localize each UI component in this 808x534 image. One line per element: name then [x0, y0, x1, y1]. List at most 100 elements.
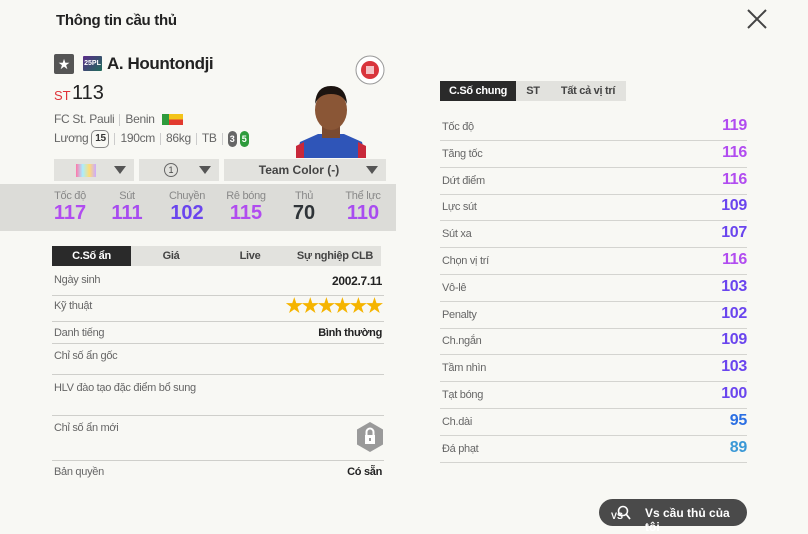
star-icon: ★	[349, 296, 367, 317]
stat-row: Ch.dài 95	[440, 409, 747, 436]
stat-row: Sút xa 107	[440, 221, 747, 249]
star-icon: ★	[301, 296, 319, 317]
chevron-down-icon	[114, 166, 126, 174]
stat-label: Vô-lê	[442, 281, 467, 294]
tab-club-career[interactable]: Sự nghiệp CLB	[289, 246, 381, 266]
stat-tabs: C.Số chung ST Tất cả vị trí	[440, 81, 626, 101]
stat-label: Ch.ngắn	[442, 335, 482, 348]
stat-value: 116	[722, 170, 747, 188]
license-row: Bản quyền Có sẵn	[52, 466, 384, 486]
stat-label: Lực sút	[442, 201, 477, 214]
hidden-info-tabs: C.Số ẩn Giá Live Sự nghiệp CLB	[52, 246, 381, 266]
nation-name: Benin	[125, 112, 155, 126]
stat-label: Tạt bóng	[442, 389, 484, 401]
team-color-dropdown[interactable]: Team Color (-)	[224, 159, 386, 181]
stat-value: 102	[721, 304, 747, 322]
coach-traits-row: HLV đào tạo đặc điểm bổ sung	[52, 382, 384, 416]
player-name: A. Hountondji	[107, 54, 214, 73]
summary-stat-label: Thể lực	[345, 190, 381, 202]
stat-row: Tạt bóng 100	[440, 382, 747, 409]
summary-stat-value: 70	[292, 202, 316, 224]
stat-value: 109	[721, 331, 747, 349]
license-value: Có sẵn	[347, 466, 382, 478]
license-label: Bản quyền	[54, 466, 104, 478]
orig-traits-row: Chỉ số ẩn gốc	[52, 350, 384, 375]
level-dropdown[interactable]: 1	[139, 159, 219, 181]
svg-text:VS: VS	[611, 511, 623, 521]
team-color-value: Team Color (-)	[258, 163, 340, 177]
favorite-star-icon[interactable]: ★	[54, 54, 74, 74]
stat-label: Chọn vị trí	[442, 255, 489, 267]
stat-label: Tầm nhìn	[442, 362, 487, 375]
summary-stat: Sút 111	[97, 190, 157, 225]
stat-label: Sút xa	[442, 228, 472, 241]
stat-label: Penalty	[442, 308, 477, 321]
card-type-icon	[76, 163, 96, 177]
birth-value: 2002.7.11	[331, 274, 382, 288]
new-traits-row: Chỉ số ẩn mới	[52, 422, 384, 461]
orig-traits-label: Chỉ số ẩn gốc	[54, 350, 118, 362]
summary-stat: Rê bóng 115	[216, 190, 276, 225]
stat-label: Dứt điểm	[442, 174, 485, 187]
height: 190cm	[120, 131, 156, 146]
stat-row: Dứt điểm 116	[440, 168, 747, 195]
stat-value: 103	[721, 358, 747, 376]
tab-price[interactable]: Giá	[131, 246, 211, 266]
skill-label: Kỹ thuật	[54, 300, 92, 312]
stat-label: Đá phạt	[442, 442, 479, 455]
stat-value: 109	[721, 197, 747, 215]
stat-value: 100	[721, 385, 747, 402]
player-position: ST	[54, 88, 71, 103]
summary-stat: Chuyền 102	[157, 190, 217, 225]
weight: 86kg	[166, 131, 191, 146]
club-name: FC St. Pauli	[54, 112, 115, 126]
summary-stat-label: Thủ	[294, 190, 314, 202]
tab-all-positions[interactable]: Tất cả vị trí	[550, 81, 626, 101]
stat-row: Tăng tốc 116	[440, 141, 747, 168]
stat-row: Penalty 102	[440, 302, 747, 329]
stat-value: 116	[722, 251, 747, 268]
stat-value: 116	[722, 143, 747, 161]
close-icon[interactable]	[744, 6, 770, 32]
summary-stat-value: 111	[111, 202, 143, 224]
star-icon: ★	[317, 296, 335, 317]
physical-info: Lương 15 190cm 86kg TB 3 5	[54, 130, 249, 148]
summary-stat-label: Tốc độ	[54, 190, 86, 202]
summary-stat: Thủ 70	[274, 190, 334, 225]
stat-value: 107	[721, 224, 747, 242]
stat-value: 89	[729, 438, 748, 456]
weak-foot-icon: 3	[227, 131, 237, 147]
tab-hidden-stats[interactable]: C.Số ẩn	[52, 246, 131, 266]
stat-row: Đá phạt 89	[440, 436, 747, 463]
skill-row: Kỹ thuật ★★★★★★	[52, 296, 384, 322]
body-type: TB	[201, 131, 217, 146]
chevron-down-icon	[366, 166, 378, 174]
summary-stats-band	[0, 184, 396, 231]
card-type-dropdown[interactable]	[54, 159, 134, 181]
salary-label: Lương	[54, 131, 89, 146]
star-icon: ★	[285, 296, 303, 317]
new-traits-label: Chỉ số ẩn mới	[54, 422, 119, 434]
stat-label: Tăng tốc	[442, 147, 483, 160]
stat-row: Tốc độ 119	[440, 114, 747, 141]
stat-row: Chọn vị trí 116	[440, 248, 747, 275]
stat-row: Lực sút 109	[440, 194, 747, 222]
summary-stat-value: 102	[170, 202, 204, 224]
fame-value: Bình thường	[318, 327, 382, 339]
fame-label: Danh tiếng	[54, 327, 105, 339]
page-title: Thông tin cầu thủ	[56, 12, 177, 29]
fame-row: Danh tiếng Bình thường	[52, 327, 384, 344]
tab-position-st[interactable]: ST	[516, 81, 550, 101]
tab-live[interactable]: Live	[211, 246, 289, 266]
lock-icon[interactable]	[356, 422, 384, 452]
club-nation: FC St. Pauli Benin	[54, 112, 183, 126]
player-photo	[296, 86, 366, 158]
stat-label: Tốc độ	[442, 121, 474, 133]
birth-label: Ngày sinh	[54, 274, 101, 286]
summary-stat-label: Chuyền	[168, 190, 206, 202]
tab-general-stats[interactable]: C.Số chung	[440, 81, 516, 101]
summary-stat: Tốc độ 117	[40, 190, 100, 225]
compare-button[interactable]: VS Vs cầu thủ của tôi	[599, 499, 747, 534]
stat-value: 119	[722, 117, 747, 134]
stat-label: Ch.dài	[442, 415, 472, 428]
